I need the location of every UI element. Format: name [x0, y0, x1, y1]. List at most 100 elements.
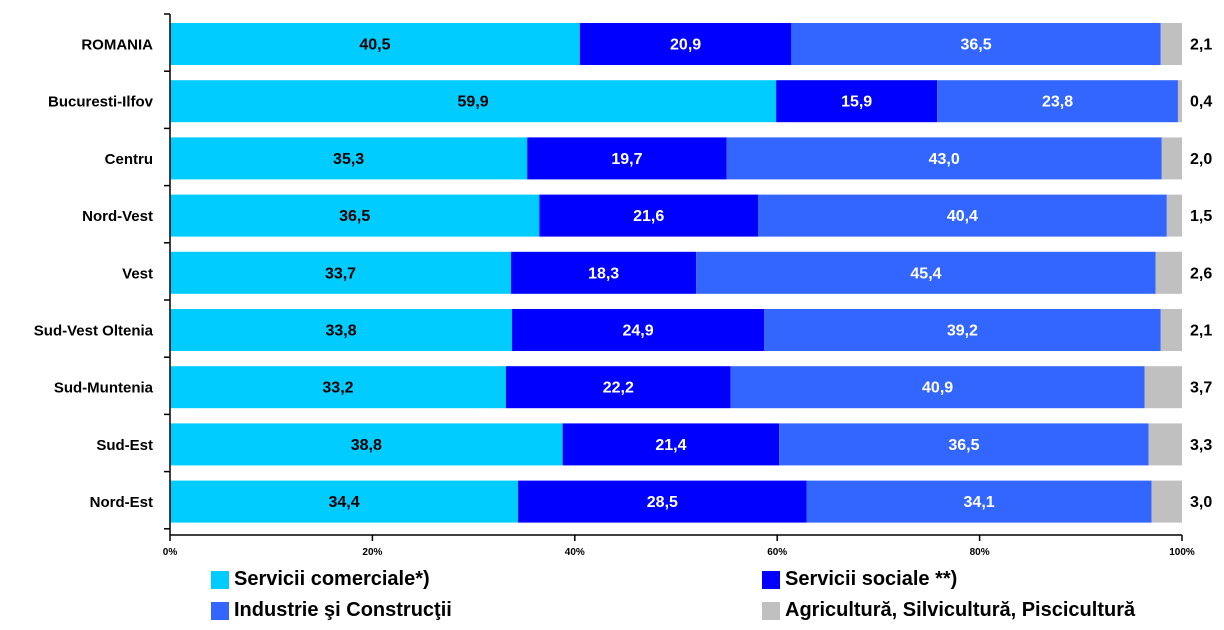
- bar-nord-est-servicii-comerciale: [170, 480, 519, 523]
- x-tick-label-80-percent: 80%: [970, 547, 990, 558]
- bar-centru-industrie-si-constructii: [726, 137, 1162, 180]
- category-label-sud-est: Sud-Est: [96, 437, 153, 454]
- legend-swatch-agricultura: [762, 601, 780, 620]
- data-label-nord-vest-servicii-sociale: 21,6: [633, 208, 664, 225]
- bar-centru-servicii-comerciale: [170, 137, 528, 180]
- data-label-romania-servicii-sociale: 20,9: [670, 37, 701, 54]
- category-label-romania: ROMANIA: [81, 37, 153, 54]
- legend: Servicii comerciale*) Servicii sociale *…: [0, 568, 1224, 630]
- category-label-centru: Centru: [105, 151, 153, 168]
- bar-centru-agricultura-silvicultura-piscicultura: [1161, 137, 1182, 180]
- category-label-bucuresti-ilfov: Bucuresti-Ilfov: [48, 94, 154, 111]
- data-labels-layer: 40,5 20,9 36,5 2,1 59,9 15,9 23,8 0,4 35,3 19,7 43…: [322, 37, 1212, 512]
- bar-bucuresti-ilfov-servicii-sociale: [776, 80, 938, 123]
- bar-sud-muntenia-industrie-si-constructii: [730, 366, 1145, 409]
- category-label-nord-est: Nord-Est: [90, 494, 153, 511]
- data-label-nord-est-servicii-sociale: 28,5: [647, 494, 678, 511]
- bar-sud-est-agricultura-silvicultura-piscicultura: [1148, 423, 1182, 466]
- data-label-romania-industrie-si-constructii: 36,5: [960, 37, 991, 54]
- legend-swatch-servicii-sociale: [762, 570, 780, 589]
- bar-sud-muntenia-servicii-comerciale: [170, 366, 506, 409]
- legend-label-industrie-constructii: Industrie şi Construcţii: [234, 599, 452, 621]
- legend-swatch-industrie-constructii: [211, 601, 229, 620]
- category-label-vest: Vest: [122, 265, 153, 282]
- bar-sud-est-industrie-si-constructii: [779, 423, 1149, 466]
- bar-sud-vest-oltenia-servicii-comerciale: [170, 309, 513, 351]
- data-label-sud-vest-oltenia-servicii-comerciale: 33,8: [325, 323, 356, 340]
- data-label-centru-industrie-si-constructii: 43,0: [929, 151, 960, 168]
- data-label-sud-est-industrie-si-constructii: 36,5: [948, 437, 979, 454]
- data-label-sud-est-servicii-sociale: 21,4: [655, 437, 686, 454]
- bar-sud-vest-oltenia-industrie-si-constructii: [764, 309, 1161, 351]
- data-label-sud-muntenia-agricultura-silvicultura-piscicultura: 3,7: [1190, 380, 1212, 397]
- data-label-bucuresti-ilfov-agricultura-silvicultura-piscicultura: 0,4: [1190, 94, 1212, 111]
- x-tick-label-40-percent: 40%: [565, 547, 585, 558]
- data-label-nord-vest-agricultura-silvicultura-piscicultura: 1,5: [1190, 208, 1212, 225]
- bar-vest-agricultura-silvicultura-piscicultura: [1155, 251, 1182, 294]
- x-tick-label-60-percent: 60%: [767, 547, 787, 558]
- data-label-vest-servicii-comerciale: 33,7: [325, 265, 356, 282]
- category-label-nord-vest: Nord-Vest: [82, 208, 153, 225]
- data-label-vest-industrie-si-constructii: 45,4: [910, 265, 941, 282]
- bar-sud-vest-oltenia-agricultura-silvicultura-piscicultura: [1160, 309, 1182, 351]
- x-tick-label-0-percent: 0%: [163, 547, 178, 558]
- data-label-nord-est-industrie-si-constructii: 34,1: [964, 494, 995, 511]
- legend-label-servicii-sociale: Servicii sociale **): [785, 568, 958, 590]
- data-label-sud-est-servicii-comerciale: 38,8: [351, 437, 382, 454]
- bar-sud-muntenia-agricultura-silvicultura-piscicultura: [1144, 366, 1182, 409]
- legend-item-servicii-sociale: Servicii sociale **): [762, 568, 957, 591]
- bars-layer: [170, 23, 1182, 523]
- bar-nord-vest-agricultura-silvicultura-piscicultura: [1166, 194, 1182, 237]
- data-label-sud-est-agricultura-silvicultura-piscicultura: 3,3: [1190, 437, 1212, 454]
- data-label-sud-vest-oltenia-agricultura-silvicultura-piscicultura: 2,1: [1190, 323, 1212, 340]
- x-tick-label-100-percent: 100%: [1169, 547, 1195, 558]
- legend-label-servicii-comerciale: Servicii comerciale*): [234, 568, 430, 590]
- bar-bucuresti-ilfov-industrie-si-constructii: [937, 80, 1178, 123]
- data-label-sud-muntenia-servicii-sociale: 22,2: [603, 380, 634, 397]
- bar-romania-industrie-si-constructii: [791, 23, 1161, 65]
- data-label-bucuresti-ilfov-servicii-comerciale: 59,9: [458, 94, 489, 111]
- axes-layer: ROMANIA Bucuresti-Ilfov Centru Nord-Vest Ves…: [34, 13, 1195, 558]
- legend-item-agricultura: Agricultură, Silvicultură, Piscicultură: [762, 599, 1135, 622]
- bar-nord-est-servicii-sociale: [518, 480, 807, 523]
- bar-sud-est-servicii-sociale: [562, 423, 780, 466]
- category-label-sud-muntenia: Sud-Muntenia: [54, 380, 154, 397]
- bar-sud-muntenia-servicii-sociale: [505, 366, 731, 409]
- bar-nord-vest-industrie-si-constructii: [757, 194, 1167, 237]
- data-label-nord-vest-industrie-si-constructii: 40,4: [947, 208, 978, 225]
- data-label-nord-est-agricultura-silvicultura-piscicultura: 3,0: [1190, 494, 1212, 511]
- bar-bucuresti-ilfov-servicii-comerciale: [170, 80, 777, 123]
- data-label-vest-servicii-sociale: 18,3: [588, 265, 619, 282]
- bar-romania-servicii-comerciale: [170, 23, 580, 65]
- data-label-romania-servicii-comerciale: 40,5: [359, 37, 390, 54]
- bar-nord-vest-servicii-sociale: [539, 194, 758, 237]
- data-label-bucuresti-ilfov-servicii-sociale: 15,9: [841, 94, 872, 111]
- bar-vest-servicii-sociale: [511, 251, 697, 294]
- bar-bucuresti-ilfov-agricultura-silvicultura-piscicultura: [1177, 80, 1182, 123]
- legend-item-industrie-constructii: Industrie şi Construcţii: [211, 599, 452, 622]
- bar-nord-vest-servicii-comerciale: [170, 194, 540, 237]
- data-label-vest-agricultura-silvicultura-piscicultura: 2,6: [1190, 265, 1212, 282]
- data-label-sud-vest-oltenia-industrie-si-constructii: 39,2: [947, 323, 978, 340]
- data-label-sud-muntenia-industrie-si-constructii: 40,9: [922, 380, 953, 397]
- bar-romania-servicii-sociale: [579, 23, 792, 65]
- data-label-centru-servicii-comerciale: 35,3: [333, 151, 364, 168]
- bar-sud-vest-oltenia-servicii-sociale: [512, 309, 765, 351]
- data-label-nord-vest-servicii-comerciale: 36,5: [339, 208, 370, 225]
- bar-nord-est-agricultura-silvicultura-piscicultura: [1151, 480, 1182, 523]
- data-label-centru-agricultura-silvicultura-piscicultura: 2,0: [1190, 151, 1212, 168]
- legend-swatch-servicii-comerciale: [211, 570, 229, 589]
- data-label-centru-servicii-sociale: 19,7: [611, 151, 642, 168]
- legend-label-agricultura: Agricultură, Silvicultură, Piscicultură: [785, 599, 1136, 621]
- data-label-sud-vest-oltenia-servicii-sociale: 24,9: [622, 323, 653, 340]
- bar-centru-servicii-sociale: [527, 137, 727, 180]
- x-tick-label-20-percent: 20%: [362, 547, 382, 558]
- bar-nord-est-industrie-si-constructii: [806, 480, 1152, 523]
- data-label-romania-agricultura-silvicultura-piscicultura: 2,1: [1190, 37, 1212, 54]
- data-label-sud-muntenia-servicii-comerciale: 33,2: [322, 380, 353, 397]
- bar-vest-industrie-si-constructii: [696, 251, 1156, 294]
- data-label-bucuresti-ilfov-industrie-si-constructii: 23,8: [1042, 94, 1073, 111]
- bar-vest-servicii-comerciale: [170, 251, 512, 294]
- bar-sud-est-servicii-comerciale: [170, 423, 563, 466]
